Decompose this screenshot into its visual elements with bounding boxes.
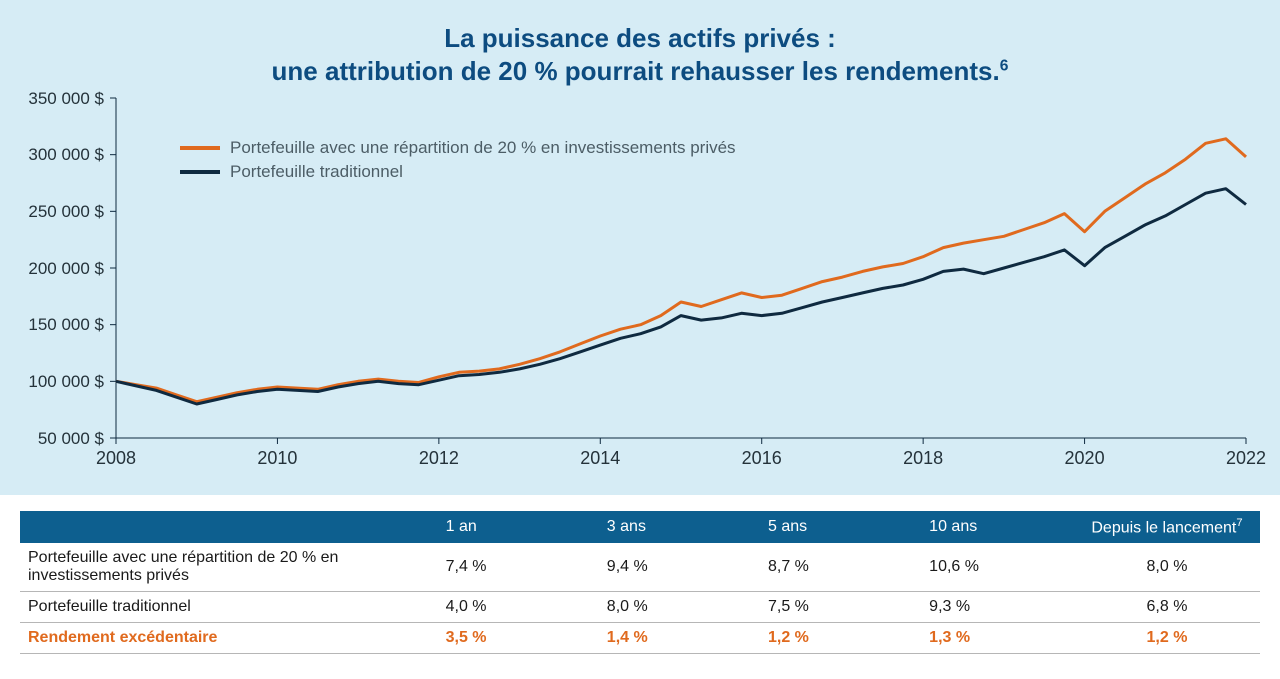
series-traditional xyxy=(116,189,1246,404)
table-row-label: Portefeuille avec une répartition de 20 … xyxy=(20,543,442,592)
chart-legend: Portefeuille avec une répartition de 20 … xyxy=(180,138,736,186)
table-cell: 7,5 % xyxy=(764,592,925,623)
chart-title-line1: La puissance des actifs privés : xyxy=(0,22,1280,55)
x-tick-label: 2020 xyxy=(1060,448,1110,469)
table-header-cell xyxy=(20,511,442,543)
table-cell: 3,5 % xyxy=(442,623,603,654)
table-row: Rendement excédentaire3,5 %1,4 %1,2 %1,3… xyxy=(20,623,1260,654)
table-cell: 10,6 % xyxy=(925,543,1074,592)
table-cell: 7,4 % xyxy=(442,543,603,592)
table-cell: 1,2 % xyxy=(1074,623,1260,654)
y-tick-label: 100 000 $ xyxy=(0,372,104,392)
y-tick-label: 200 000 $ xyxy=(0,259,104,279)
table-header-cell: 10 ans xyxy=(925,511,1074,543)
legend-label: Portefeuille traditionnel xyxy=(230,162,403,182)
chart-title-footnote: 6 xyxy=(1000,57,1009,74)
x-tick-label: 2016 xyxy=(737,448,787,469)
table-header-row: 1 an3 ans5 ans10 ansDepuis le lancement7 xyxy=(20,511,1260,543)
table-cell: 4,0 % xyxy=(442,592,603,623)
table-header-cell: 3 ans xyxy=(603,511,764,543)
chart-title: La puissance des actifs privés :une attr… xyxy=(0,0,1280,87)
table-cell: 8,0 % xyxy=(1074,543,1260,592)
table-header-cell: Depuis le lancement7 xyxy=(1074,511,1260,543)
legend-item: Portefeuille traditionnel xyxy=(180,162,736,182)
chart-panel: La puissance des actifs privés :une attr… xyxy=(0,0,1280,495)
y-tick-label: 250 000 $ xyxy=(0,202,104,222)
legend-label: Portefeuille avec une répartition de 20 … xyxy=(230,138,736,158)
x-tick-label: 2022 xyxy=(1221,448,1271,469)
y-tick-label: 150 000 $ xyxy=(0,315,104,335)
y-tick-label: 50 000 $ xyxy=(0,429,104,449)
table-cell: 1,4 % xyxy=(603,623,764,654)
table-cell: 1,3 % xyxy=(925,623,1074,654)
table-cell: 6,8 % xyxy=(1074,592,1260,623)
chart-title-line2: une attribution de 20 % pourrait rehauss… xyxy=(0,55,1280,88)
table-header-footnote: 7 xyxy=(1236,517,1242,529)
x-tick-label: 2018 xyxy=(898,448,948,469)
x-tick-label: 2008 xyxy=(91,448,141,469)
returns-table-wrap: 1 an3 ans5 ans10 ansDepuis le lancement7… xyxy=(0,495,1280,654)
table-cell: 1,2 % xyxy=(764,623,925,654)
returns-table: 1 an3 ans5 ans10 ansDepuis le lancement7… xyxy=(20,511,1260,654)
table-row-label: Rendement excédentaire xyxy=(20,623,442,654)
table-header-cell: 5 ans xyxy=(764,511,925,543)
table-cell: 9,4 % xyxy=(603,543,764,592)
table-cell: 8,7 % xyxy=(764,543,925,592)
table-row-label: Portefeuille traditionnel xyxy=(20,592,442,623)
y-tick-label: 300 000 $ xyxy=(0,145,104,165)
table-row: Portefeuille traditionnel4,0 %8,0 %7,5 %… xyxy=(20,592,1260,623)
table-cell: 8,0 % xyxy=(603,592,764,623)
table-header-cell: 1 an xyxy=(442,511,603,543)
y-tick-label: 350 000 $ xyxy=(0,89,104,109)
table-cell: 9,3 % xyxy=(925,592,1074,623)
legend-item: Portefeuille avec une répartition de 20 … xyxy=(180,138,736,158)
legend-swatch xyxy=(180,146,220,150)
x-tick-label: 2012 xyxy=(414,448,464,469)
x-tick-label: 2010 xyxy=(252,448,302,469)
table-row: Portefeuille avec une répartition de 20 … xyxy=(20,543,1260,592)
legend-swatch xyxy=(180,170,220,174)
x-tick-label: 2014 xyxy=(575,448,625,469)
